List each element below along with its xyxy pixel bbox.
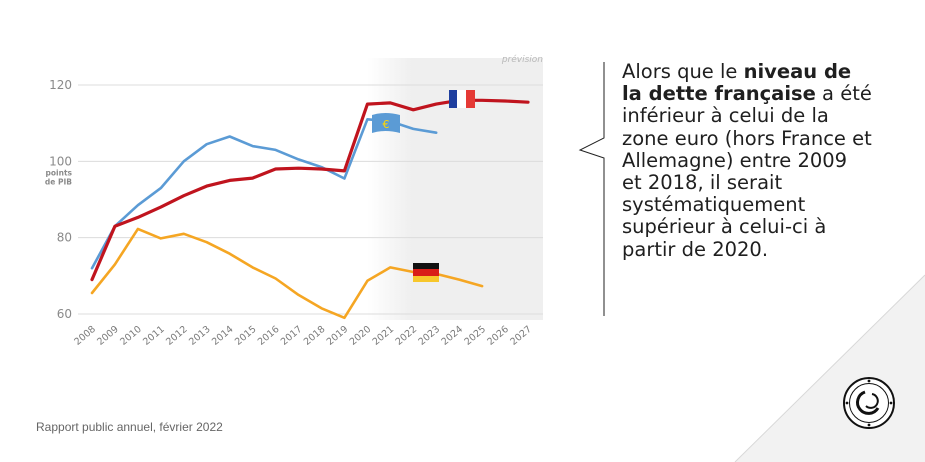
- germany-flag-icon: [413, 263, 439, 282]
- callout-text: Alors que le niveau de la dette français…: [622, 60, 872, 261]
- x-tick-label: 2017: [279, 324, 305, 348]
- y-axis-label: de PIB: [45, 177, 72, 186]
- x-tick-label: 2009: [95, 324, 121, 348]
- x-tick-label: 2011: [141, 324, 167, 348]
- x-tick-label: 2026: [485, 324, 511, 348]
- x-tick-label: 2013: [187, 324, 213, 348]
- y-axis-label: points: [46, 168, 73, 177]
- y-tick-label: 60: [57, 307, 72, 321]
- x-tick-label: 2027: [508, 324, 534, 348]
- callout-text-part1: Alors que le: [622, 60, 744, 83]
- forecast-label: prévision: [501, 54, 543, 65]
- x-tick-label: 2025: [462, 324, 488, 348]
- x-tick-label: 2014: [210, 324, 236, 348]
- euro-flag-icon: €: [372, 113, 400, 133]
- y-tick-label: 80: [57, 231, 72, 245]
- x-tick-label: 2019: [325, 324, 351, 348]
- x-tick-label: 2016: [256, 324, 282, 348]
- svg-text:€: €: [383, 118, 390, 131]
- x-tick-label: 2022: [394, 324, 420, 348]
- x-tick-label: 2023: [417, 324, 443, 348]
- y-tick-label: 100: [49, 154, 72, 168]
- x-tick-label: 2024: [439, 324, 465, 348]
- y-tick-label: 120: [49, 78, 72, 92]
- corner-line: [734, 274, 925, 462]
- source-note: Rapport public annuel, février 2022: [36, 420, 223, 434]
- france-flag-icon: [449, 90, 475, 108]
- x-tick-label: 2021: [371, 324, 397, 348]
- x-tick-label: 2015: [233, 324, 259, 348]
- x-tick-label: 2012: [164, 324, 190, 348]
- callout-text-bold: niveau de la dette française: [622, 60, 852, 106]
- callout-bubble: [578, 62, 605, 316]
- x-tick-label: 2008: [72, 324, 98, 348]
- cour-des-comptes-logo-icon: [843, 377, 895, 429]
- x-tick-label: 2018: [302, 324, 328, 348]
- callout-text-part2: a été inférieur à celui de la zone euro …: [622, 82, 872, 261]
- x-tick-label: 2020: [348, 324, 374, 348]
- x-tick-label: 2010: [118, 324, 144, 348]
